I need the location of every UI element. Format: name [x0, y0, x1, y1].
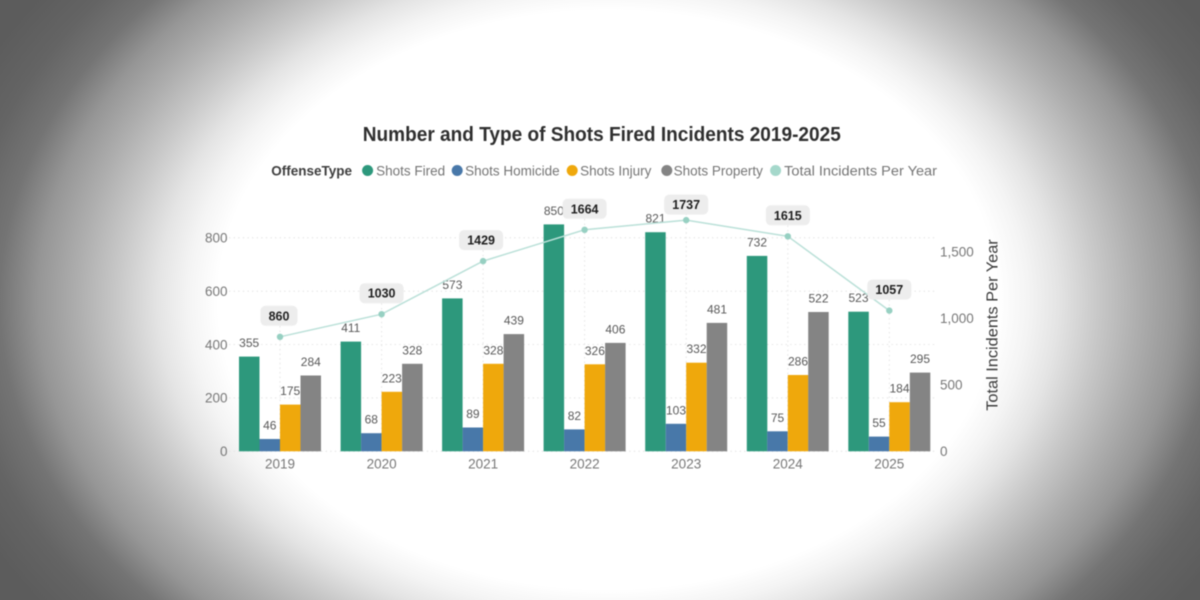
- svg-text:223: 223: [382, 371, 402, 385]
- svg-text:2020: 2020: [367, 457, 397, 472]
- svg-text:355: 355: [239, 336, 259, 350]
- svg-text:481: 481: [707, 302, 727, 316]
- svg-text:82: 82: [568, 409, 582, 423]
- svg-text:328: 328: [402, 343, 422, 357]
- svg-text:1429: 1429: [467, 234, 495, 248]
- svg-text:68: 68: [365, 413, 379, 427]
- svg-text:295: 295: [910, 352, 930, 366]
- svg-text:55: 55: [872, 416, 886, 430]
- svg-text:1,000: 1,000: [940, 311, 974, 326]
- svg-text:2025: 2025: [874, 457, 904, 472]
- svg-text:732: 732: [747, 235, 767, 249]
- svg-text:Number and Type of Shots Fired: Number and Type of Shots Fired Incidents…: [363, 124, 841, 146]
- svg-text:1737: 1737: [672, 198, 700, 212]
- svg-text:850: 850: [544, 204, 564, 218]
- svg-text:328: 328: [483, 343, 503, 357]
- svg-text:800: 800: [205, 231, 228, 246]
- svg-text:2021: 2021: [468, 457, 498, 472]
- svg-text:1615: 1615: [774, 209, 802, 223]
- svg-text:600: 600: [205, 284, 228, 299]
- svg-text:439: 439: [504, 314, 524, 328]
- svg-text:860: 860: [269, 309, 290, 323]
- svg-text:200: 200: [205, 391, 228, 406]
- svg-text:406: 406: [605, 322, 625, 336]
- svg-text:1664: 1664: [571, 202, 599, 216]
- svg-text:523: 523: [848, 291, 868, 305]
- svg-text:0: 0: [220, 444, 228, 459]
- svg-text:Shots Property: Shots Property: [674, 163, 764, 178]
- svg-text:2024: 2024: [773, 457, 804, 472]
- svg-text:332: 332: [686, 342, 706, 356]
- svg-text:326: 326: [585, 344, 605, 358]
- svg-text:1,500: 1,500: [940, 244, 974, 259]
- svg-text:Shots Homicide: Shots Homicide: [465, 163, 560, 178]
- svg-text:OffenseType: OffenseType: [271, 163, 352, 178]
- svg-text:0: 0: [940, 444, 948, 459]
- svg-text:103: 103: [666, 403, 686, 417]
- svg-text:46: 46: [263, 419, 277, 433]
- svg-text:Shots Fired: Shots Fired: [376, 163, 445, 178]
- svg-text:175: 175: [280, 384, 300, 398]
- svg-text:2022: 2022: [570, 457, 600, 472]
- svg-text:Total Incidents Per Year: Total Incidents Per Year: [985, 239, 1002, 411]
- svg-text:1030: 1030: [368, 287, 396, 301]
- svg-text:286: 286: [788, 355, 808, 369]
- svg-text:1057: 1057: [875, 283, 903, 297]
- svg-text:2023: 2023: [671, 457, 701, 472]
- svg-text:75: 75: [771, 411, 785, 425]
- svg-text:Total Incidents Per Year: Total Incidents Per Year: [784, 163, 937, 178]
- svg-text:184: 184: [889, 382, 909, 396]
- svg-text:522: 522: [808, 292, 828, 306]
- svg-text:284: 284: [301, 355, 321, 369]
- svg-text:2019: 2019: [265, 457, 295, 472]
- svg-text:411: 411: [341, 321, 360, 335]
- svg-text:400: 400: [205, 337, 228, 352]
- svg-text:573: 573: [442, 278, 462, 292]
- svg-text:89: 89: [466, 407, 480, 421]
- svg-text:500: 500: [940, 378, 963, 393]
- svg-text:Shots Injury: Shots Injury: [580, 163, 652, 178]
